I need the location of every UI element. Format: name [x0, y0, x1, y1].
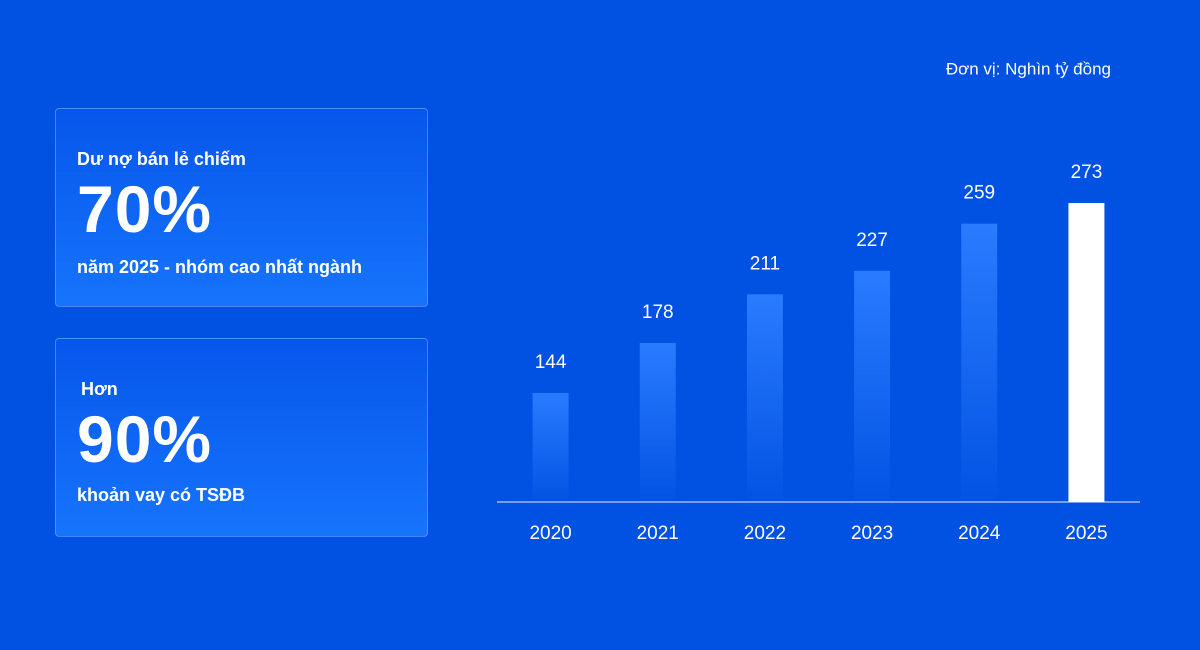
- value-label: 178: [642, 302, 674, 323]
- x-tick-label: 2021: [637, 523, 679, 544]
- value-label: 273: [1071, 162, 1103, 183]
- stat-card: Hơn 90% khoản vay có TSĐB: [55, 338, 428, 537]
- card-lead: Dư nợ bán lẻ chiếm: [77, 149, 246, 169]
- bar: [746, 294, 783, 502]
- x-tick-label: 2025: [1065, 523, 1107, 544]
- bar: [639, 342, 676, 502]
- card-stat: 70%: [77, 172, 213, 246]
- card-lead: Hơn: [81, 379, 118, 399]
- unit-label: Đơn vị: Nghìn tỷ đồng: [946, 59, 1111, 78]
- x-tick-label: 2023: [851, 523, 893, 544]
- value-label: 211: [750, 253, 780, 274]
- card-note: khoản vay có TSĐB: [77, 485, 246, 505]
- card-note: năm 2025 - nhóm cao nhất ngành: [77, 257, 363, 277]
- bar: [961, 223, 998, 502]
- x-tick-label: 2024: [958, 523, 1001, 544]
- bar: [854, 270, 891, 502]
- value-label: 227: [856, 230, 888, 251]
- x-tick-label: 2022: [744, 523, 786, 544]
- x-tick-label: 2020: [529, 523, 571, 544]
- bar: [532, 393, 569, 502]
- card-stat: 90%: [77, 402, 213, 476]
- stat-card: Dư nợ bán lẻ chiếm 70% năm 2025 - nhóm c…: [55, 108, 428, 307]
- value-label: 259: [963, 183, 995, 204]
- value-label: 144: [535, 352, 567, 373]
- bar: [1068, 203, 1105, 502]
